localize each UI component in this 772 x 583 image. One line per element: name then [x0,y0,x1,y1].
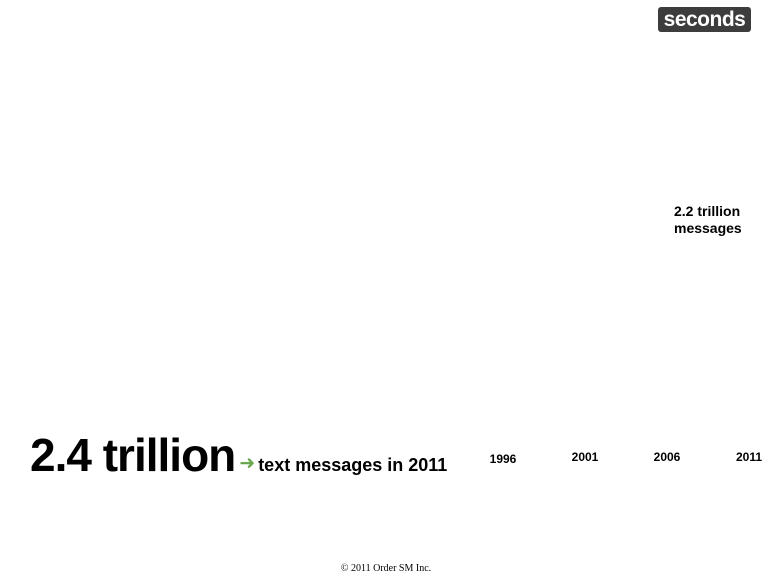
annotation-line: 2.2 trillion [674,203,740,219]
x-tick-label-2011: 2011 [736,450,762,464]
annotation-2011: 2.2 trillion messages [674,203,742,236]
annotation-line: messages [674,220,742,236]
copyright-footer: © 2011 Order SM Inc. [340,563,432,574]
headline-number: 2.4 trillion [30,429,236,481]
headline: 2.4 trillion ➜ text messages in 2011 [30,432,447,478]
x-tick-label-2001: 2001 [572,450,599,464]
x-tick-label-1996: 1996 [490,452,517,466]
x-tick-label-2006: 2006 [654,450,681,464]
brand-logo: seconds [658,7,751,32]
headline-description: text messages in 2011 [258,455,448,475]
right-arrow-icon: ➜ [239,453,256,474]
